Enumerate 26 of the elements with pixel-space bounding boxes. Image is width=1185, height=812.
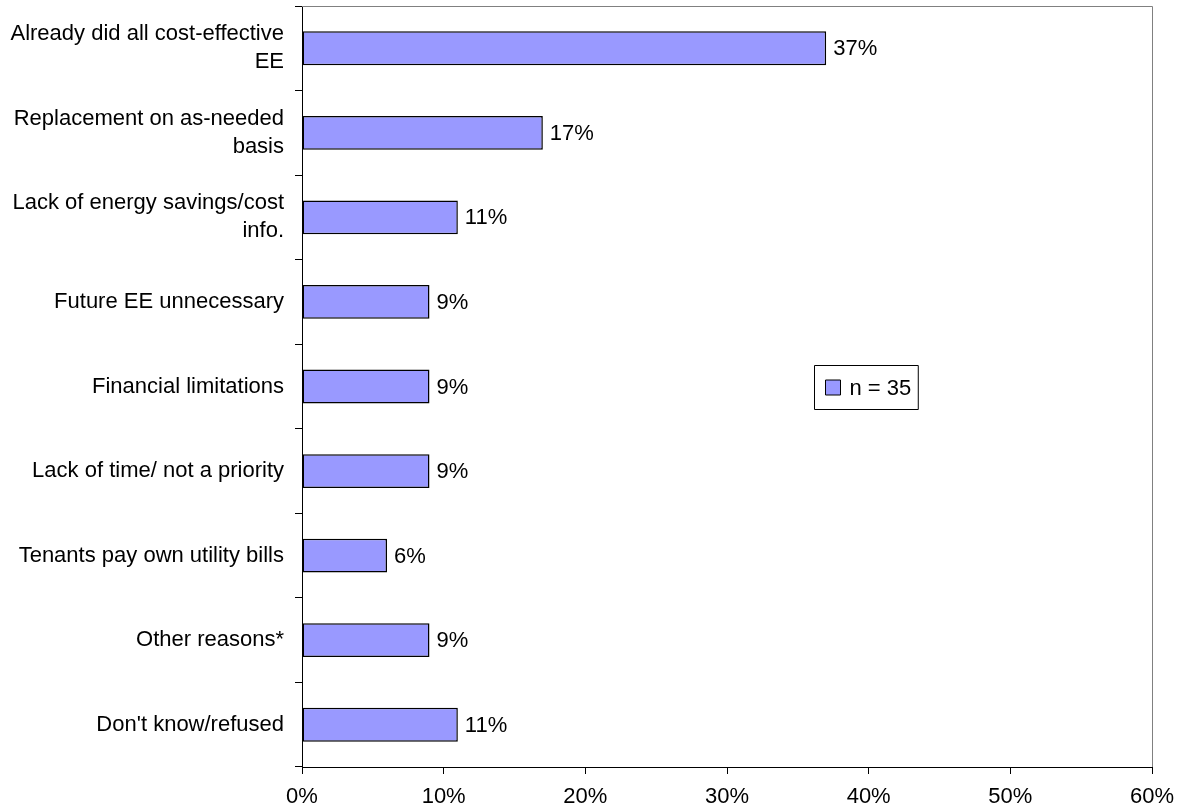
x-tick-label: 30% — [704, 783, 750, 809]
x-tick-label: 50% — [988, 783, 1033, 809]
data-label: 9% — [436, 627, 469, 653]
data-label: 11% — [464, 204, 508, 230]
y-tick-label: Don't know/refused — [96, 710, 284, 736]
data-label: 9% — [436, 289, 469, 315]
data-label: 9% — [436, 373, 469, 399]
y-tick-label: Financial limitations — [92, 372, 284, 398]
x-tick-label: 40% — [846, 783, 891, 809]
y-tick-label: Future EE unnecessary — [54, 288, 284, 314]
y-tick-label: Lack of time/ not a priority — [32, 457, 284, 483]
x-tick-label: 10% — [421, 783, 466, 809]
data-label: 37% — [833, 35, 878, 61]
data-label: 6% — [394, 542, 426, 568]
x-tick-label: 0% — [286, 783, 318, 809]
y-tick-label: Tenants pay own utility bills — [18, 541, 284, 567]
x-tick-label: 20% — [563, 783, 608, 809]
y-tick-label: Lack of energy savings/cost info. — [12, 189, 284, 243]
x-tick-label: 60% — [1129, 783, 1175, 809]
legend-label: n = 35 — [849, 374, 912, 400]
y-tick-label: Other reasons* — [136, 626, 285, 652]
data-label: 17% — [549, 119, 594, 145]
data-label: 11% — [464, 711, 508, 737]
y-tick-label: Already did all cost-effective EE — [10, 20, 284, 74]
data-label: 9% — [436, 458, 469, 484]
y-tick-label: Replacement on as-needed basis — [13, 104, 284, 158]
